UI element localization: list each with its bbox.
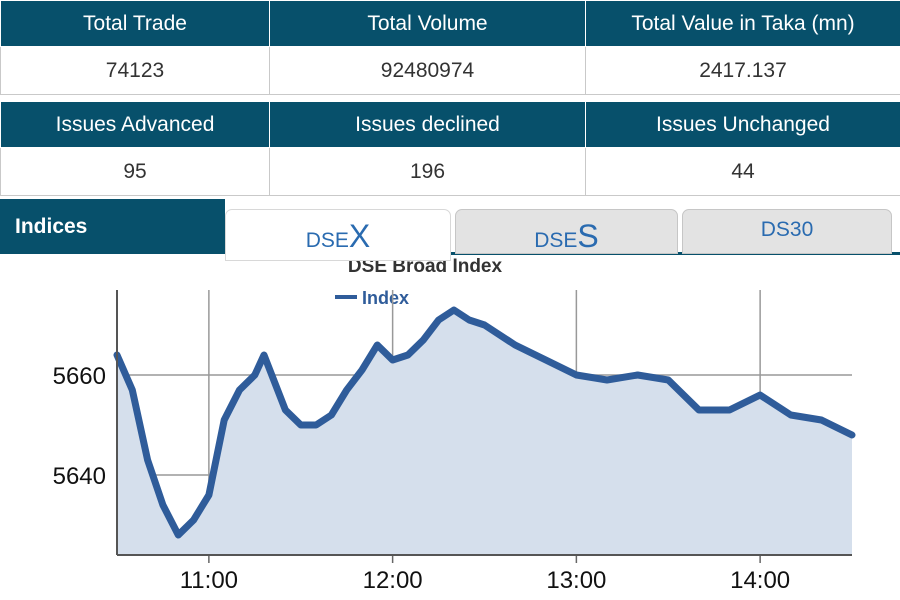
index-data-point (252, 373, 257, 377)
index-data-point (298, 423, 303, 427)
index-data-point (262, 353, 266, 357)
legend-label: Index (362, 288, 409, 308)
tab-dsex-suffix: X (348, 218, 371, 254)
index-data-point (605, 378, 609, 382)
index-data-point (635, 373, 640, 377)
header-issues-advanced: Issues Advanced (0, 101, 270, 148)
header-issues-declined: Issues declined (269, 101, 586, 148)
index-data-point (344, 388, 349, 392)
index-data-point (758, 393, 763, 397)
index-data-point (467, 318, 472, 322)
header-total-value: Total Value in Taka (mn) (585, 0, 900, 47)
value-total-volume: 92480974 (269, 46, 586, 95)
tab-ds30[interactable]: DS30 (682, 209, 892, 254)
index-data-point (314, 423, 319, 427)
chart-title: DSE Broad Index (348, 256, 503, 277)
market-summary-table: Total Trade Total Volume Total Value in … (0, 0, 900, 196)
tab-dsex-prefix: DSE (305, 229, 349, 252)
tab-dses-prefix: DSE (534, 229, 578, 252)
index-data-point (482, 323, 487, 327)
index-data-point (329, 413, 334, 417)
index-data-point (206, 493, 211, 497)
value-issues-declined: 196 (269, 147, 586, 196)
tab-dses[interactable]: DSES (455, 209, 678, 254)
y-tick-label: 5640 (53, 463, 106, 490)
tab-dsex[interactable]: DSEX (225, 209, 451, 261)
index-data-point (130, 388, 135, 392)
index-data-point (666, 378, 671, 382)
x-tick-label: 12:00 (363, 567, 423, 594)
index-data-point (160, 503, 165, 507)
index-data-point (436, 318, 441, 322)
index-data-point (405, 353, 410, 357)
index-data-point (788, 413, 793, 417)
tab-dses-suffix: S (577, 218, 599, 254)
index-data-point (145, 458, 150, 462)
index-data-point (375, 343, 380, 347)
index-data-point (237, 388, 242, 392)
index-data-point (360, 368, 364, 372)
index-data-point (819, 418, 824, 422)
header-total-volume: Total Volume (269, 0, 586, 47)
index-area-fill (117, 310, 852, 555)
index-data-point (283, 408, 288, 412)
index-data-point (727, 408, 732, 412)
value-issues-advanced: 95 (0, 147, 270, 196)
index-data-point (696, 408, 701, 412)
index-data-point (222, 418, 227, 422)
index-data-point (850, 433, 854, 437)
indices-label: Indices (15, 215, 88, 238)
index-data-point (176, 533, 181, 537)
header-issues-unchanged: Issues Unchanged (585, 101, 900, 148)
index-data-point (421, 338, 426, 342)
index-data-point (513, 343, 518, 347)
x-tick-label: 13:00 (546, 567, 606, 594)
index-data-point (390, 358, 395, 362)
indices-header: Indices (0, 199, 225, 254)
index-chart: DSE Broad Index Index 11:00 12:00 13:00 14:… (53, 256, 856, 594)
value-issues-unchanged: 44 (585, 147, 900, 196)
value-total-value: 2417.137 (585, 46, 900, 95)
index-data-point (191, 518, 196, 522)
value-total-trade: 74123 (0, 46, 270, 95)
index-data-point (543, 358, 548, 362)
index-data-point (451, 308, 456, 312)
header-total-trade: Total Trade (0, 0, 270, 47)
tab-ds30-label: DS30 (760, 218, 814, 241)
y-tick-label: 5660 (53, 363, 106, 390)
x-tick-label: 14:00 (730, 567, 790, 594)
index-data-point (574, 373, 579, 377)
x-tick-label: 11:00 (180, 567, 238, 594)
